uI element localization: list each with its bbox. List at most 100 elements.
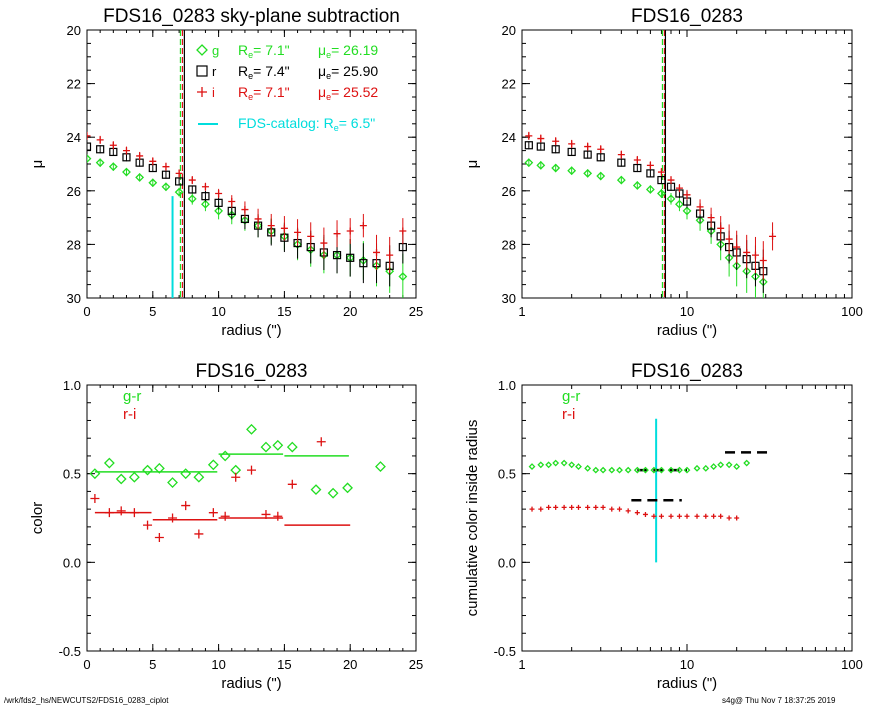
data-point bbox=[584, 464, 592, 472]
data-point bbox=[552, 137, 560, 145]
legend-mu: μe= 25.52 bbox=[318, 84, 378, 102]
data-point bbox=[617, 158, 626, 167]
data-point bbox=[136, 152, 144, 160]
data-point bbox=[247, 465, 256, 475]
data-point bbox=[718, 513, 724, 519]
data-point bbox=[734, 515, 740, 521]
data-point bbox=[646, 169, 655, 178]
series-r-i bbox=[90, 437, 326, 543]
data-point bbox=[280, 224, 288, 232]
data-point bbox=[175, 177, 184, 186]
data-point bbox=[115, 473, 127, 485]
data-point bbox=[180, 468, 192, 480]
y-tick-label: -0.5 bbox=[59, 644, 81, 659]
data-point bbox=[599, 466, 607, 474]
data-point bbox=[592, 466, 600, 474]
data-point bbox=[320, 239, 328, 247]
data-point bbox=[96, 145, 105, 154]
legend-band: g bbox=[212, 43, 219, 58]
data-point bbox=[666, 194, 676, 204]
data-point bbox=[625, 508, 631, 514]
data-point bbox=[537, 461, 545, 469]
data-point bbox=[743, 248, 751, 256]
x-axis-label: radius (") bbox=[221, 675, 281, 692]
data-point bbox=[524, 141, 533, 150]
data-point bbox=[633, 466, 641, 474]
series-r-i bbox=[529, 504, 740, 521]
data-point bbox=[287, 479, 297, 489]
data-point bbox=[272, 439, 284, 451]
data-point bbox=[684, 513, 690, 519]
y-axis-label: μ bbox=[464, 160, 481, 169]
data-point bbox=[536, 160, 546, 170]
data-point bbox=[201, 183, 209, 191]
data-point bbox=[241, 206, 249, 214]
data-point bbox=[575, 463, 582, 470]
data-point bbox=[668, 513, 674, 519]
y-tick-label: 20 bbox=[67, 23, 81, 38]
data-point bbox=[743, 459, 751, 467]
data-point bbox=[108, 162, 118, 172]
plot-area bbox=[87, 30, 408, 298]
data-point bbox=[551, 145, 560, 154]
data-point bbox=[633, 156, 641, 164]
data-point bbox=[332, 251, 342, 260]
legend-label: r-i bbox=[562, 406, 575, 423]
x-tick-label: 1 bbox=[518, 657, 525, 672]
data-point bbox=[651, 513, 657, 519]
data-point bbox=[769, 232, 777, 240]
data-point bbox=[537, 135, 545, 143]
data-point bbox=[569, 504, 575, 510]
data-point bbox=[624, 466, 632, 474]
data-point bbox=[683, 466, 691, 474]
data-point bbox=[583, 150, 592, 159]
data-point bbox=[215, 189, 223, 197]
data-point bbox=[561, 504, 567, 510]
data-point bbox=[693, 464, 701, 472]
data-point bbox=[129, 508, 139, 518]
plot-frame bbox=[86, 384, 417, 652]
data-point bbox=[359, 259, 368, 268]
data-point bbox=[167, 477, 178, 488]
data-point bbox=[201, 192, 210, 201]
footer-path: /wrk/fds2_hs/NEWCUTS2/FDS16_0283_ciplot bbox=[4, 696, 169, 705]
data-point bbox=[759, 256, 767, 264]
chart-title: FDS16_0283 bbox=[196, 361, 308, 382]
data-point bbox=[676, 466, 683, 474]
y-tick-label: 22 bbox=[502, 77, 516, 92]
data-point bbox=[584, 143, 592, 151]
data-point bbox=[193, 471, 205, 483]
data-point bbox=[617, 151, 625, 159]
legend-mu: μe= 26.19 bbox=[318, 42, 378, 60]
series-i bbox=[525, 131, 777, 280]
data-point bbox=[560, 459, 568, 467]
legend-label: g-r bbox=[123, 388, 141, 405]
data-point bbox=[646, 161, 654, 169]
footer-timestamp: s4g@ Thu Nov 7 18:37:25 2019 bbox=[722, 696, 836, 705]
series-g bbox=[524, 158, 768, 298]
x-tick-label: 10 bbox=[211, 304, 225, 319]
data-point bbox=[161, 182, 171, 192]
x-tick-label: 25 bbox=[409, 304, 423, 319]
legend: g-rr-i bbox=[562, 388, 580, 423]
data-point bbox=[219, 450, 231, 462]
data-point bbox=[307, 232, 315, 240]
data-point bbox=[725, 235, 733, 243]
x-axis-label: radius (") bbox=[657, 322, 717, 339]
x-tick-label: 10 bbox=[680, 657, 694, 672]
legend-re: Re= 7.4" bbox=[238, 63, 290, 81]
data-point bbox=[260, 441, 272, 453]
data-point bbox=[567, 166, 577, 176]
data-point bbox=[342, 482, 353, 494]
data-point bbox=[122, 147, 130, 155]
legend-label: g-r bbox=[562, 388, 580, 405]
y-tick-label: 1.0 bbox=[63, 378, 81, 393]
x-tick-label: 0 bbox=[83, 657, 90, 672]
data-point bbox=[597, 145, 605, 153]
data-point bbox=[726, 515, 732, 521]
data-point bbox=[135, 172, 145, 182]
y-tick-label: 24 bbox=[502, 130, 516, 145]
legend-re: Re= 7.1" bbox=[238, 84, 290, 102]
y-tick-label: 26 bbox=[67, 184, 81, 199]
data-point bbox=[608, 466, 616, 474]
